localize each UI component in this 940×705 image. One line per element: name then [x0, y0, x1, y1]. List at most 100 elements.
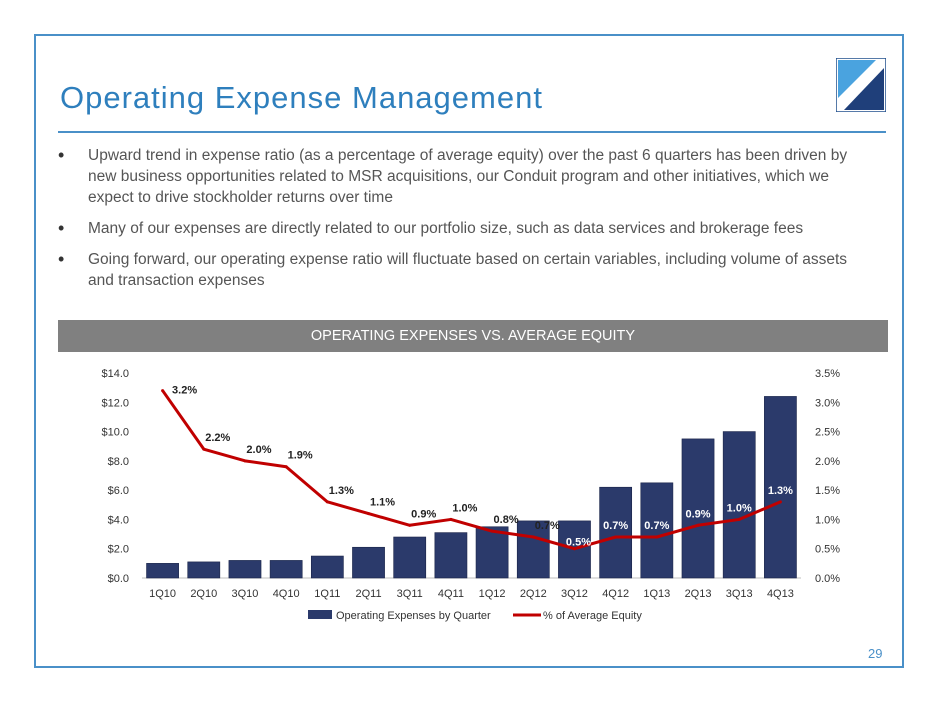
line-point	[243, 459, 247, 463]
line-point	[572, 547, 576, 551]
y-left-tick-label: $4.0	[108, 514, 129, 526]
title-divider	[58, 131, 886, 133]
data-label: 2.2%	[205, 432, 230, 444]
y-right-tick-label: 0.5%	[815, 544, 840, 556]
bar	[764, 396, 797, 579]
line-point	[655, 535, 659, 539]
bullet-text: Many of our expenses are directly relate…	[88, 220, 804, 237]
bullet-text: Going forward, our operating expense rat…	[88, 251, 848, 289]
line-point	[325, 500, 329, 504]
data-label: 1.0%	[727, 502, 752, 514]
line-point	[161, 389, 165, 393]
data-label: 0.7%	[644, 520, 669, 532]
y-right-tick-label: 3.5%	[815, 368, 840, 380]
x-tick-label: 4Q13	[767, 588, 794, 600]
line-point	[284, 465, 288, 469]
legend-swatch-bars	[308, 610, 332, 619]
bullet-list: • Upward trend in expense ratio (as a per…	[56, 145, 876, 301]
x-tick-label: 3Q11	[397, 588, 423, 600]
x-tick-label: 4Q10	[273, 588, 300, 600]
data-label: 0.7%	[603, 520, 628, 532]
data-label: 3.2%	[172, 385, 197, 397]
bullet-icon: •	[58, 249, 65, 269]
bar	[599, 486, 633, 579]
y-left-tick-label: $12.0	[101, 397, 129, 409]
x-tick-label: 3Q13	[726, 588, 753, 600]
x-tick-label: 4Q12	[602, 588, 629, 600]
x-tick-label: 3Q12	[561, 588, 588, 600]
line-point	[696, 523, 700, 527]
line-point	[408, 523, 412, 527]
x-tick-label: 1Q11	[314, 588, 340, 600]
bar	[393, 536, 427, 579]
x-tick-label: 1Q12	[479, 588, 506, 600]
bullet-icon: •	[58, 145, 65, 165]
y-right-tick-label: 1.5%	[815, 485, 840, 497]
bullet-item: • Upward trend in expense ratio (as a per…	[56, 145, 876, 208]
x-tick-label: 2Q13	[685, 588, 712, 600]
bullet-item: • Many of our expenses are directly relat…	[56, 218, 876, 239]
data-label: 2.0%	[246, 444, 271, 456]
x-tick-label: 4Q11	[438, 588, 464, 600]
line-point	[449, 517, 453, 521]
x-tick-label: 2Q10	[190, 588, 217, 600]
bar	[722, 431, 756, 579]
slide-frame	[34, 34, 904, 668]
bullet-text: Upward trend in expense ratio (as a perc…	[88, 147, 848, 206]
bar	[434, 532, 468, 579]
y-right-tick-label: 3.0%	[815, 397, 840, 409]
line-point	[614, 535, 618, 539]
y-right-tick-label: 2.5%	[815, 427, 840, 439]
company-logo	[836, 58, 886, 112]
line-point	[490, 529, 494, 533]
bullet-icon: •	[58, 218, 65, 238]
y-left-tick-label: $6.0	[108, 485, 129, 497]
line-point	[202, 447, 206, 451]
x-tick-label: 3Q10	[232, 588, 259, 600]
data-label: 0.9%	[685, 508, 710, 520]
y-right-tick-label: 0.0%	[815, 573, 840, 585]
legend-label-line: % of Average Equity	[543, 610, 642, 622]
y-left-tick-label: $2.0	[108, 544, 129, 556]
bar	[681, 438, 715, 579]
y-left-tick-label: $0.0	[108, 573, 129, 585]
x-tick-label: 2Q12	[520, 588, 547, 600]
data-label: 1.1%	[370, 497, 395, 509]
data-label: 0.9%	[411, 508, 436, 520]
bullet-item: • Going forward, our operating expense ra…	[56, 249, 876, 291]
y-right-tick-label: 2.0%	[815, 456, 840, 468]
bar	[310, 555, 344, 579]
page-title: Operating Expense Management	[60, 80, 543, 115]
data-label: 0.8%	[494, 514, 519, 526]
bar	[352, 546, 385, 579]
line-point	[367, 512, 371, 516]
data-label: 1.0%	[452, 502, 477, 514]
data-label: 1.3%	[768, 485, 793, 497]
chart-banner: OPERATING EXPENSES VS. AVERAGE EQUITY	[58, 320, 888, 352]
bar	[269, 560, 303, 579]
y-left-tick-label: $8.0	[108, 456, 129, 468]
data-label: 0.5%	[566, 537, 591, 549]
x-tick-label: 1Q10	[149, 588, 176, 600]
x-tick-label: 1Q13	[643, 588, 670, 600]
data-label: 1.9%	[288, 450, 313, 462]
data-label: 0.7%	[535, 520, 560, 532]
bar	[475, 526, 509, 579]
y-right-tick-label: 1.0%	[815, 514, 840, 526]
legend-label-bars: Operating Expenses by Quarter	[336, 610, 491, 622]
series-line	[161, 389, 781, 551]
y-left-tick-label: $10.0	[101, 427, 129, 439]
line-point	[737, 517, 741, 521]
bar	[516, 520, 550, 579]
bar	[187, 561, 221, 579]
bar	[640, 482, 674, 579]
line-point	[778, 500, 782, 504]
line-point	[531, 535, 535, 539]
bar	[146, 563, 179, 579]
x-tick-label: 2Q11	[355, 588, 381, 600]
page-number: 29	[868, 646, 883, 661]
data-label: 1.3%	[329, 485, 354, 497]
y-left-tick-label: $14.0	[101, 368, 129, 380]
bar	[228, 560, 262, 579]
